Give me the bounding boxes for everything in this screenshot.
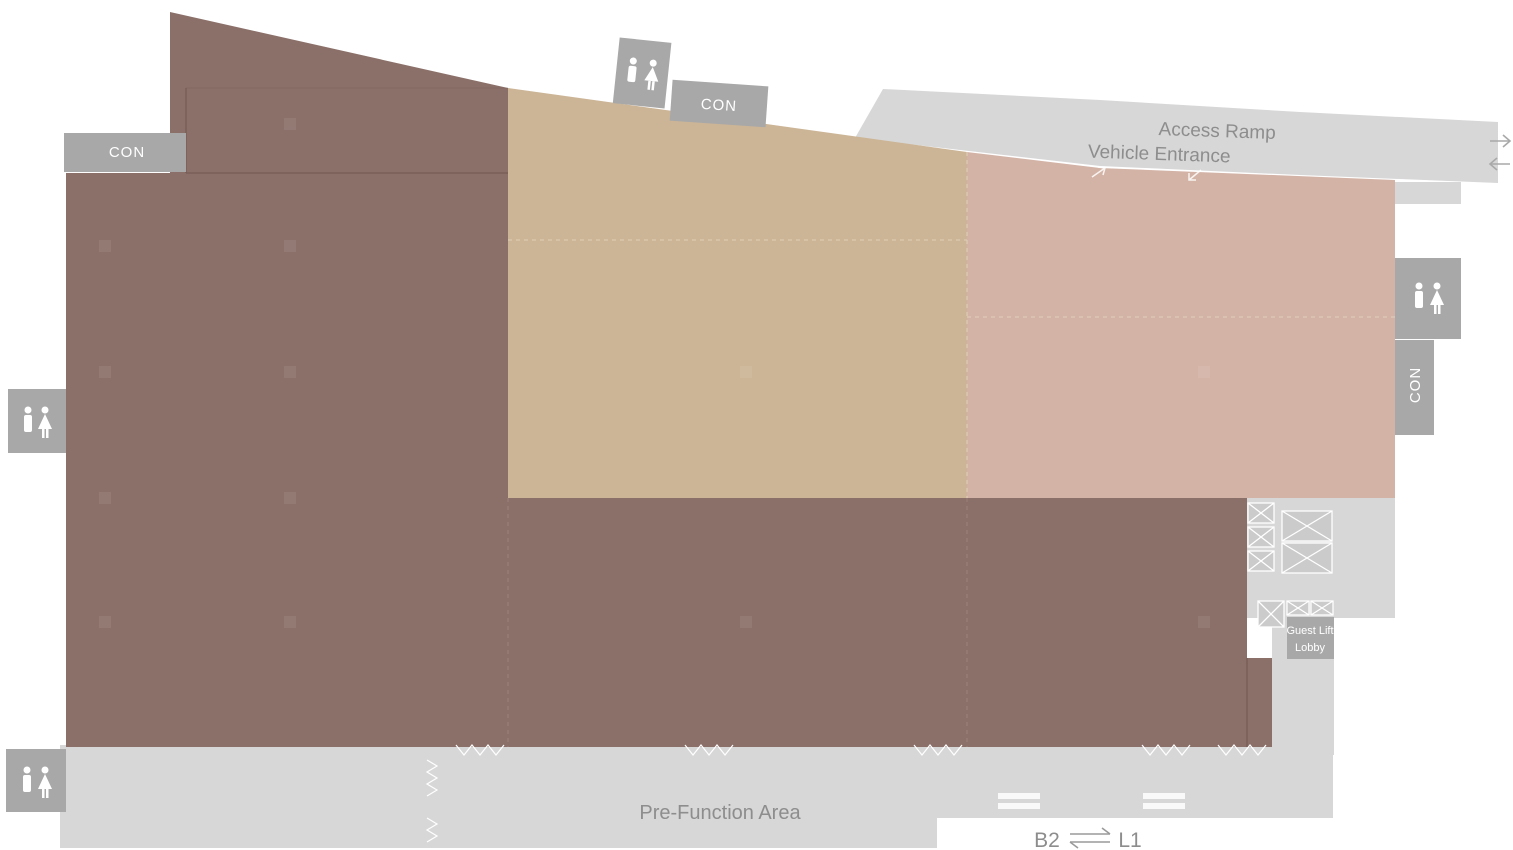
elevator-icon <box>1247 526 1275 548</box>
restroom-icon <box>23 766 52 798</box>
swap-arrows-icon <box>1069 827 1111 849</box>
ballroom-section-b[interactable] <box>508 88 967 498</box>
door-icon <box>913 744 963 756</box>
escalator-icon <box>998 793 1040 809</box>
guest-lift-label: Guest Lift <box>1286 625 1333 637</box>
elevator-icon <box>1247 502 1275 524</box>
door-icon <box>1141 744 1191 756</box>
elevator-icon <box>1247 550 1275 572</box>
elevator-icon <box>1310 600 1334 616</box>
door-markers <box>425 744 1267 843</box>
door-icon <box>684 744 734 756</box>
elevator-icon <box>1257 600 1285 628</box>
level-to-label: L1 <box>1118 829 1141 850</box>
con-label: CON <box>700 96 737 115</box>
elevator-icon <box>1281 542 1333 574</box>
con-box-top-left[interactable]: CON <box>64 133 186 172</box>
ballroom-a[interactable] <box>66 12 1272 747</box>
restroom-right[interactable] <box>1395 258 1461 339</box>
level-indicator: B2 L1 <box>1034 827 1142 850</box>
arrow-up-right-icon <box>1091 166 1106 178</box>
escalator-group <box>998 793 1185 809</box>
pre-function-area[interactable] <box>60 745 1333 848</box>
ramp-arrows <box>1488 134 1512 171</box>
door-icon <box>1217 744 1267 756</box>
con-box-top-center[interactable]: CON <box>669 79 769 128</box>
vehicle-entrance-label: Vehicle Entrance <box>1088 142 1231 168</box>
door-icon <box>425 759 439 797</box>
restroom-top[interactable] <box>612 37 672 109</box>
con-box-right[interactable]: CON <box>1395 340 1434 435</box>
ramp-stub <box>1395 182 1461 204</box>
guest-lift-lobby[interactable]: Guest Lift Lobby <box>1286 617 1334 659</box>
vehicle-entrance-arrows <box>1091 166 1202 181</box>
escalator-icon <box>1143 793 1185 809</box>
arrow-right-icon <box>1490 134 1512 148</box>
restroom-icon <box>24 406 52 438</box>
elevator-icon <box>1286 600 1310 616</box>
ballroom-section-c[interactable] <box>967 152 1395 498</box>
arrow-down-left-icon <box>1188 169 1202 181</box>
access-ramp-label: Access Ramp <box>1158 119 1276 144</box>
column-markers <box>99 118 1210 628</box>
elevator-icon <box>1281 510 1333 542</box>
elevator-bank <box>1247 502 1334 628</box>
partition-lines <box>507 152 1395 747</box>
restroom-icon <box>1415 282 1444 314</box>
restroom-bottom-left[interactable] <box>6 749 66 812</box>
restroom-left[interactable] <box>8 389 66 453</box>
lobby-label: Lobby <box>1295 642 1325 654</box>
con-label: CON <box>1407 367 1424 403</box>
access-ramp[interactable] <box>855 89 1498 183</box>
door-icon <box>425 817 439 843</box>
restroom-icon <box>627 57 659 91</box>
level-from-label: B2 <box>1034 829 1060 850</box>
arrow-left-icon <box>1488 157 1510 171</box>
con-label: CON <box>109 144 145 161</box>
pre-function-label: Pre-Function Area <box>639 802 801 824</box>
door-icon <box>455 744 505 756</box>
